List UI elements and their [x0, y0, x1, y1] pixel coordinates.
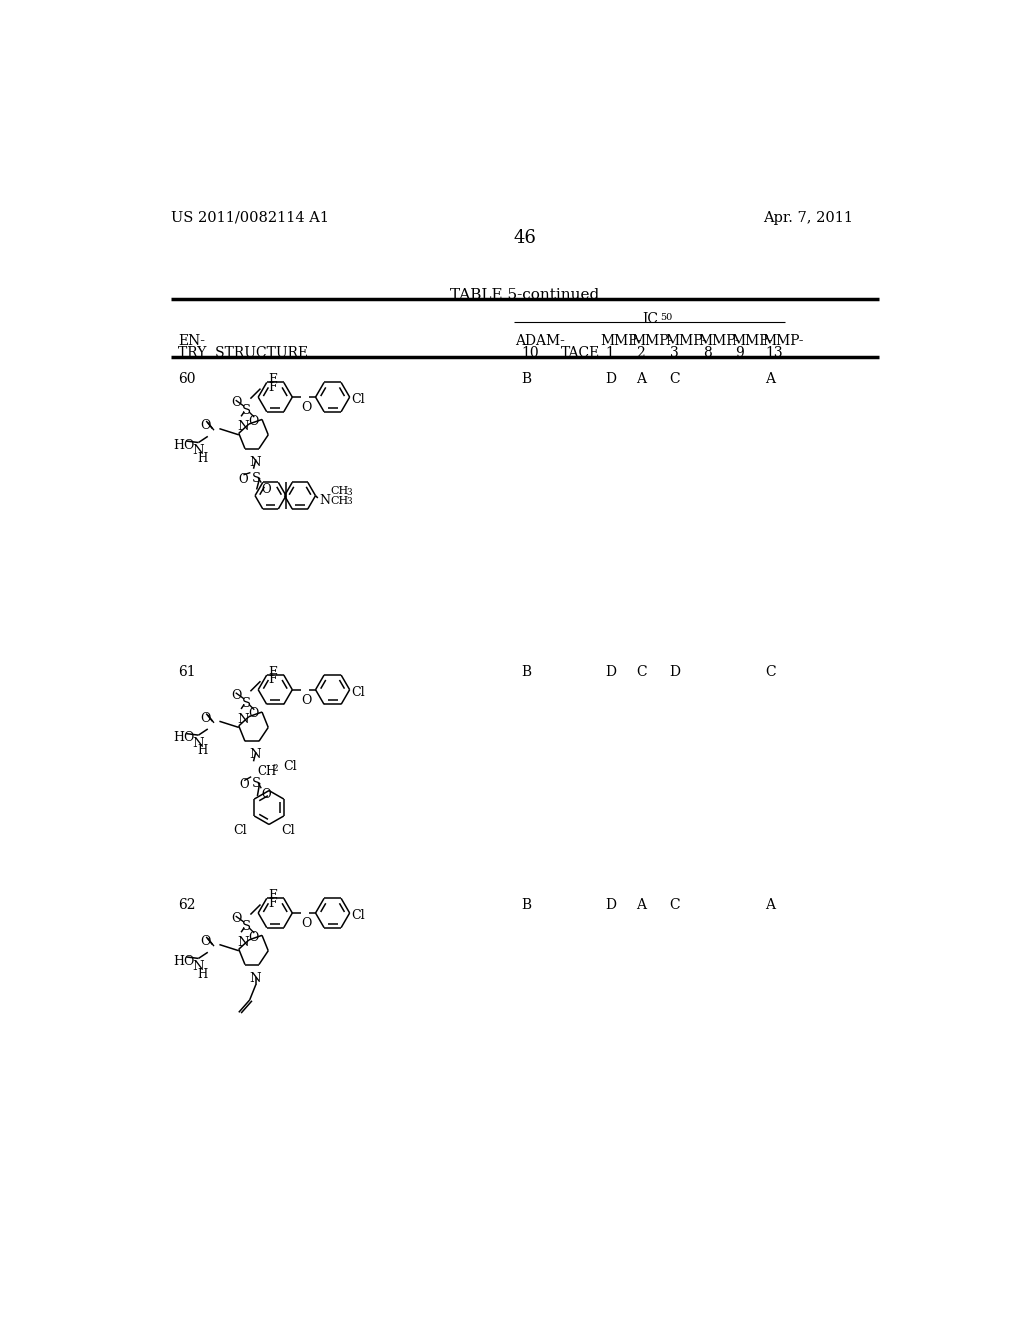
Text: N: N: [238, 420, 249, 433]
Text: F: F: [268, 890, 276, 902]
Text: O: O: [301, 693, 311, 706]
Text: N: N: [250, 455, 261, 469]
Text: C: C: [670, 898, 680, 912]
Text: O: O: [301, 917, 311, 929]
Text: MMP-: MMP-: [665, 334, 707, 348]
Text: O: O: [238, 473, 248, 486]
Text: S: S: [242, 697, 251, 710]
Text: N: N: [238, 713, 249, 726]
Text: B: B: [521, 898, 531, 912]
Text: CH: CH: [257, 766, 276, 779]
Text: H: H: [197, 451, 207, 465]
Text: CH: CH: [330, 486, 348, 495]
Text: 50: 50: [660, 313, 673, 322]
Text: Apr. 7, 2011: Apr. 7, 2011: [764, 211, 853, 224]
Text: US 2011/0082114 A1: US 2011/0082114 A1: [171, 211, 329, 224]
Text: 2: 2: [272, 763, 279, 772]
Text: O: O: [301, 401, 311, 414]
Text: B: B: [521, 372, 531, 387]
Text: MMP-: MMP-: [632, 334, 673, 348]
Text: O: O: [231, 689, 242, 702]
Text: H: H: [197, 744, 207, 758]
Text: 3: 3: [346, 488, 352, 496]
Text: C: C: [670, 372, 680, 387]
Text: F: F: [268, 896, 276, 909]
Text: O: O: [261, 483, 271, 495]
Text: F: F: [268, 665, 276, 678]
Text: HO: HO: [173, 731, 195, 744]
Text: O: O: [248, 414, 258, 428]
Text: D: D: [605, 898, 616, 912]
Text: A: A: [765, 898, 775, 912]
Text: Cl: Cl: [282, 825, 295, 837]
Text: D: D: [670, 665, 681, 678]
Text: 9: 9: [735, 346, 744, 360]
Text: O: O: [231, 396, 242, 409]
Text: 10: 10: [521, 346, 540, 360]
Text: N: N: [250, 972, 261, 985]
Text: A: A: [636, 898, 646, 912]
Text: MMP-: MMP-: [762, 334, 804, 348]
Text: O: O: [200, 420, 210, 433]
Text: 61: 61: [178, 665, 196, 678]
Text: C: C: [765, 665, 775, 678]
Text: S: S: [242, 404, 251, 417]
Text: 60: 60: [178, 372, 196, 387]
Text: 13: 13: [765, 346, 782, 360]
Text: MMP-: MMP-: [731, 334, 772, 348]
Text: F: F: [268, 673, 276, 686]
Text: O: O: [240, 779, 249, 791]
Text: O: O: [231, 912, 242, 925]
Text: B: B: [521, 665, 531, 678]
Text: O: O: [261, 788, 271, 801]
Text: Cl: Cl: [351, 909, 365, 923]
Text: HO: HO: [173, 438, 195, 451]
Text: F: F: [268, 381, 276, 393]
Text: MMP-: MMP-: [601, 334, 642, 348]
Text: O: O: [200, 711, 210, 725]
Text: S: S: [252, 471, 261, 484]
Text: N: N: [238, 936, 249, 949]
Text: A: A: [765, 372, 775, 387]
Text: D: D: [605, 665, 616, 678]
Text: Cl: Cl: [233, 825, 248, 837]
Text: MMP-: MMP-: [698, 334, 740, 348]
Text: 3: 3: [670, 346, 679, 360]
Text: 8: 8: [703, 346, 712, 360]
Text: 46: 46: [513, 230, 537, 247]
Text: N: N: [250, 748, 261, 762]
Text: IC: IC: [642, 313, 658, 326]
Text: O: O: [200, 936, 210, 948]
Text: HO: HO: [173, 954, 195, 968]
Text: C: C: [636, 665, 647, 678]
Text: 2: 2: [636, 346, 645, 360]
Text: N: N: [319, 494, 331, 507]
Text: S: S: [252, 776, 261, 789]
Text: N: N: [193, 960, 204, 973]
Text: ADAM-: ADAM-: [515, 334, 565, 348]
Text: 62: 62: [178, 898, 196, 912]
Text: S: S: [242, 920, 251, 933]
Text: F: F: [268, 374, 276, 387]
Text: A: A: [636, 372, 646, 387]
Text: CH: CH: [330, 496, 348, 506]
Text: H: H: [197, 968, 207, 981]
Text: D: D: [605, 372, 616, 387]
Text: O: O: [248, 708, 258, 721]
Text: TACE: TACE: [560, 346, 600, 360]
Text: EN-: EN-: [178, 334, 206, 348]
Text: TABLE 5-continued: TABLE 5-continued: [451, 288, 599, 302]
Text: O: O: [248, 931, 258, 944]
Text: N: N: [193, 737, 204, 750]
Text: TRY  STRUCTURE: TRY STRUCTURE: [178, 346, 308, 360]
Text: Cl: Cl: [351, 393, 365, 407]
Text: Cl: Cl: [283, 760, 297, 772]
Text: N: N: [193, 444, 204, 457]
Text: 3: 3: [346, 498, 352, 506]
Text: 1: 1: [605, 346, 614, 360]
Text: Cl: Cl: [351, 686, 365, 698]
